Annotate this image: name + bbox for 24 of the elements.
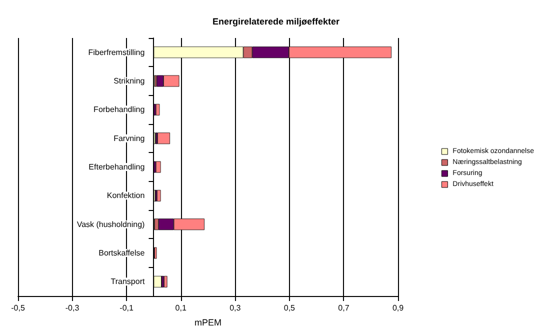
x-tick-label: 0,9 (392, 304, 404, 312)
x-tick-label: 0,3 (230, 304, 242, 312)
bar (156, 161, 161, 173)
y-tick-label: Fiberfremstilling (88, 48, 145, 57)
y-tick-label: Vask (husholdning) (76, 220, 146, 229)
x-tick-label: -0,1 (120, 304, 134, 312)
y-tick-label: Konfektion (106, 191, 145, 200)
x-axis-title: mPEM (194, 318, 222, 328)
x-tick-label: 0,1 (175, 304, 187, 312)
x-tick-label: -0,5 (11, 304, 26, 312)
y-tick-label: Forbehandling (94, 105, 145, 114)
y-tick-label: Efterbehandling (88, 162, 145, 172)
y-tick-label: Transport (110, 277, 146, 286)
bar (156, 190, 161, 202)
x-tick-label: -0,3 (65, 304, 80, 312)
bar (156, 104, 160, 116)
y-tick-label: Bortskaffelse (98, 248, 146, 258)
bar (158, 132, 170, 144)
chart-title: Energirelaterede miljøeffekter (212, 16, 340, 26)
y-tick-label: Farvning (114, 134, 145, 143)
bar (164, 276, 168, 288)
x-tick-label: 0,7 (338, 304, 350, 312)
x-tick-label: 0,5 (284, 304, 296, 312)
y-tick-label: Strikning (114, 76, 145, 86)
